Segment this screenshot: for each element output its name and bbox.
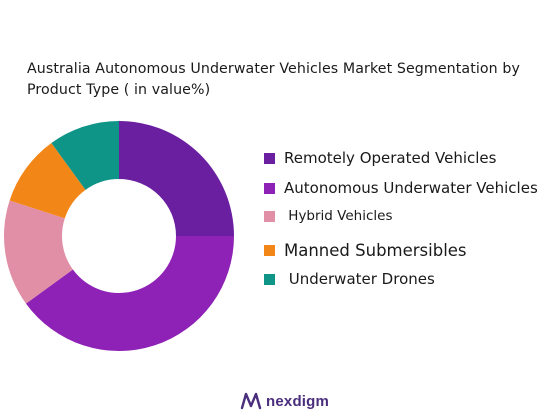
chart-title-line-1: Australia Autonomous Underwater Vehicles… <box>27 61 520 77</box>
legend-label: Autonomous Underwater Vehicles <box>284 179 538 197</box>
legend-swatch <box>264 244 275 256</box>
legend-item-underwater-drones: Underwater Drones <box>264 269 435 289</box>
legend-swatch <box>264 182 275 194</box>
nexdigm-logo-mark-icon <box>240 392 262 410</box>
legend-item-manned-submersibles: Manned Submersibles <box>264 240 467 260</box>
chart-title: Australia Autonomous Underwater Vehicles… <box>27 59 556 101</box>
legend-item-autonomous-underwater-vehicles: Autonomous Underwater Vehicles <box>264 178 538 198</box>
donut-slice-underwater-drones <box>51 121 120 190</box>
donut-chart <box>4 121 235 351</box>
legend-swatch <box>264 273 275 285</box>
legend-label: Hybrid Vehicles <box>284 208 393 224</box>
legend-label: Remotely Operated Vehicles <box>284 149 497 167</box>
legend-item-hybrid-vehicles: Hybrid Vehicles <box>264 206 392 226</box>
legend-swatch <box>264 210 275 222</box>
nexdigm-logo: nexdigm <box>240 391 329 411</box>
donut-slice-remotely-operated-vehicles <box>119 121 234 236</box>
legend-item-remotely-operated-vehicles: Remotely Operated Vehicles <box>264 148 496 168</box>
donut-slice-hybrid-vehicles <box>4 200 73 304</box>
legend-swatch <box>264 152 275 164</box>
logo-text: nexdigm <box>266 392 330 410</box>
donut-slice-autonomous-underwater-vehicles <box>25 236 235 351</box>
legend-label: Manned Submersibles <box>284 240 467 260</box>
donut-slice-manned-submersibles <box>9 142 86 219</box>
legend-label: Underwater Drones <box>284 270 435 288</box>
chart-title-line-2: Product Type ( in value%) <box>27 82 211 98</box>
